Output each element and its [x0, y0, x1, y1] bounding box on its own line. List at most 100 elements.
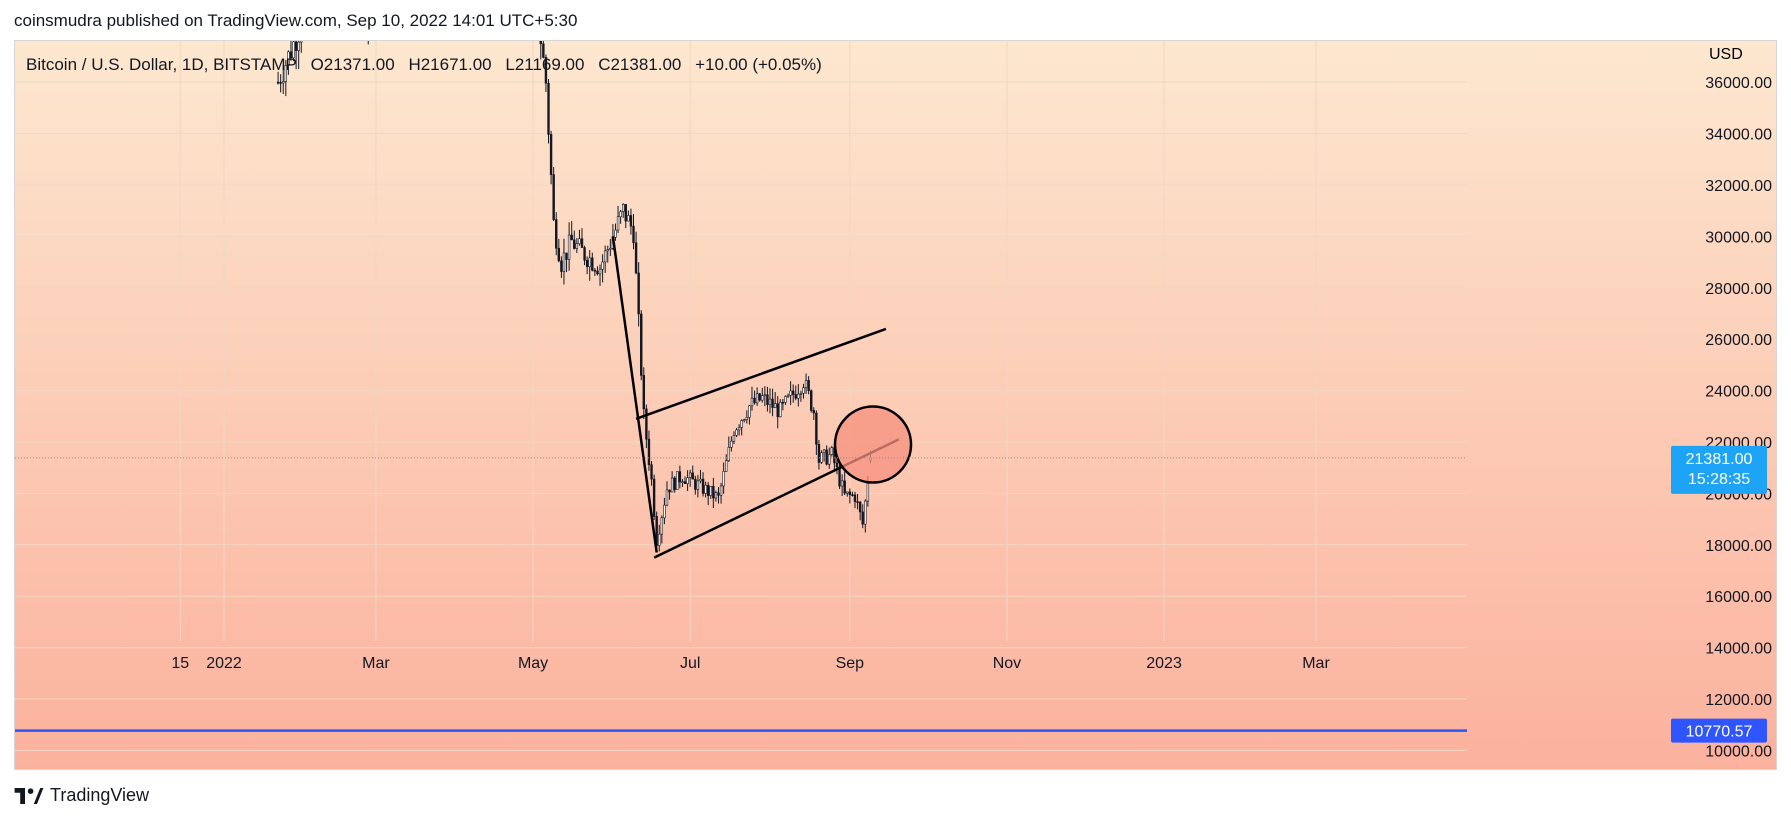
candle-body — [773, 403, 777, 408]
legend-high: H21671.00 — [408, 55, 492, 74]
candle-body — [786, 394, 790, 397]
candle-body — [640, 313, 643, 376]
candle-body — [603, 250, 607, 263]
price-chart[interactable]: USD 36000.00 34000.00 32000.00 30000.00 2800… — [15, 41, 1777, 770]
price-tick-label: 12000.00 — [1705, 692, 1772, 709]
candle-body — [642, 375, 646, 410]
candle-body — [828, 454, 831, 465]
drop-line-trendline[interactable] — [611, 236, 658, 553]
candle-body — [627, 215, 630, 222]
candle-body — [663, 504, 666, 519]
candle-body — [758, 393, 761, 401]
candle-body — [619, 211, 622, 218]
candle-body — [681, 481, 684, 483]
candle-body — [300, 41, 303, 43]
candle-body — [629, 215, 633, 227]
candle-body — [588, 257, 591, 268]
candle-body — [575, 243, 579, 249]
candle-body — [864, 500, 867, 525]
candle-body — [830, 447, 834, 455]
candle-body — [544, 57, 548, 84]
price-tick-label: 36000.00 — [1705, 75, 1772, 92]
candle-body — [856, 501, 859, 503]
candle-body — [835, 462, 839, 468]
candle-body — [722, 471, 725, 487]
time-tick-label: Jul — [680, 655, 700, 672]
candle-body — [797, 393, 800, 399]
candle-body — [743, 419, 746, 421]
price-tick-label: 16000.00 — [1705, 589, 1772, 606]
candle-body — [781, 401, 785, 404]
candle-body — [668, 489, 671, 493]
current-price-label-box — [1671, 445, 1767, 494]
time-tick-label: 2022 — [206, 655, 242, 672]
candle-body — [565, 252, 568, 260]
candle-body — [552, 174, 555, 220]
candle-body — [650, 464, 653, 480]
chart-pane[interactable]: USD 36000.00 34000.00 32000.00 30000.00 2800… — [14, 40, 1777, 770]
tradingview-brand: TradingView — [50, 785, 150, 805]
legend-open: O21371.00 — [310, 55, 395, 74]
horizontal-level-label: 10770.57 — [1686, 724, 1753, 741]
candle-body — [730, 440, 733, 448]
candle-body — [696, 480, 700, 490]
drawings[interactable] — [15, 236, 1467, 732]
candle-body — [817, 444, 821, 463]
highlight-circle[interactable] — [833, 405, 913, 484]
time-tick-label: May — [518, 655, 548, 672]
candle-body — [799, 392, 803, 395]
candle-body — [851, 494, 854, 497]
candle-body — [634, 242, 638, 274]
candle-body — [593, 269, 597, 272]
current-price-label: 21381.00 — [1686, 451, 1753, 468]
price-tick-label: 14000.00 — [1705, 641, 1772, 658]
candle-body — [665, 489, 669, 506]
candle-body — [691, 472, 694, 480]
time-tick-label: Mar — [362, 655, 390, 672]
candle-body — [858, 501, 862, 513]
candle-body — [727, 447, 730, 462]
candle-body — [825, 449, 828, 465]
legend-low: L21169.00 — [505, 55, 585, 74]
candle-body — [709, 485, 712, 496]
candle-body — [670, 477, 674, 493]
candle-body — [578, 238, 581, 244]
candle-body — [838, 466, 841, 487]
candle-body — [843, 480, 846, 494]
publish-line: coinsmudra published on TradingView.com,… — [14, 11, 578, 30]
candle-body — [750, 397, 754, 407]
price-tick-label: 30000.00 — [1705, 229, 1772, 246]
candle-body — [717, 492, 720, 496]
candle-body — [583, 247, 586, 261]
candle-body — [632, 225, 635, 244]
horizontal-level-label-box — [1671, 718, 1767, 743]
price-tick-label: 28000.00 — [1705, 281, 1772, 298]
candle-body — [784, 396, 787, 403]
legend-symbol[interactable]: Bitcoin / U.S. Dollar, 1D, BITSTAMP — [26, 55, 297, 74]
candle-body — [789, 390, 792, 396]
tradingview-footer[interactable]: TradingView — [14, 785, 149, 806]
candle-body — [815, 412, 818, 445]
time-axis[interactable]: 15 2022 Mar May Jul Sep Nov 2023 Mar — [171, 655, 1330, 672]
candle-body — [706, 484, 710, 496]
candle-body — [701, 478, 705, 494]
candle-body — [678, 471, 682, 483]
candle-body — [624, 204, 627, 222]
candle-body — [704, 484, 707, 494]
price-tick-label: 32000.00 — [1705, 178, 1772, 195]
candle-body — [755, 393, 759, 404]
candle-body — [591, 257, 594, 271]
candle-body — [807, 380, 810, 392]
candle-body — [766, 394, 769, 405]
candle-body — [292, 41, 295, 59]
candle-body — [812, 410, 815, 414]
time-tick-label: Sep — [836, 655, 865, 672]
candle-body — [557, 247, 561, 262]
candle-body — [585, 259, 589, 268]
candle-body — [840, 480, 844, 487]
candle-body — [279, 82, 282, 84]
candle-body — [776, 403, 779, 418]
candle-body — [573, 239, 576, 249]
channel-upper-trendline[interactable] — [635, 327, 887, 421]
price-tick-label: 18000.00 — [1705, 538, 1772, 555]
